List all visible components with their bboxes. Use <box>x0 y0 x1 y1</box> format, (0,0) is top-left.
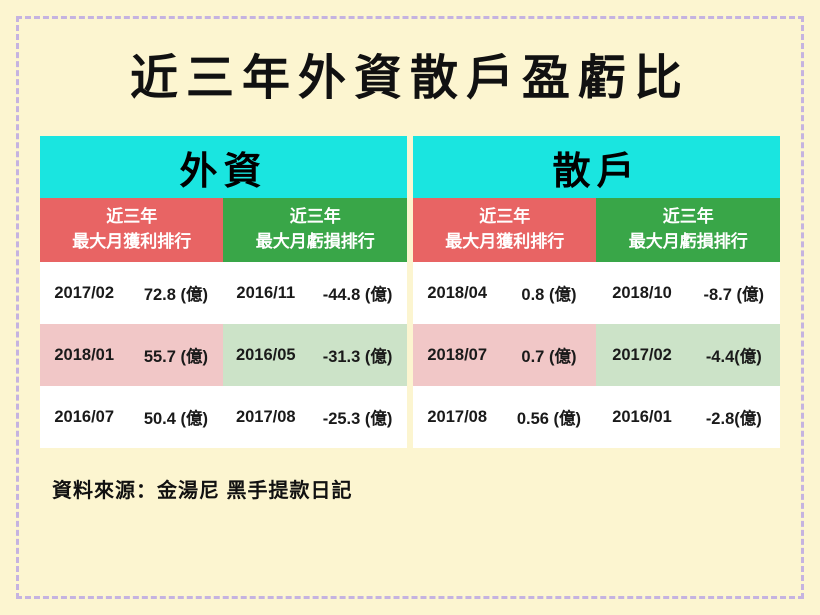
foreign-gain-header: 近三年最大月獲利排行 <box>40 198 223 262</box>
table-row: 2017/08 0.56 (億) 2016/01 -2.8(億) <box>413 386 780 448</box>
page-title: 近三年外資散戶盈虧比 <box>40 38 780 108</box>
gain-value-cell: 72.8 (億) <box>128 262 223 324</box>
loss-value-cell: -25.3 (億) <box>308 386 407 448</box>
gain-value-cell: 0.8 (億) <box>501 262 596 324</box>
loss-date-cell: 2018/10 <box>596 262 687 324</box>
gain-date-cell: 2017/02 <box>40 262 128 324</box>
gain-date-cell: 2018/04 <box>413 262 501 324</box>
table-row: 2016/07 50.4 (億) 2017/08 -25.3 (億) <box>40 386 407 448</box>
gain-value-cell: 0.7 (億) <box>501 324 596 386</box>
loss-value-cell: -44.8 (億) <box>308 262 407 324</box>
retail-gain-header: 近三年最大月獲利排行 <box>413 198 596 262</box>
loss-date-cell: 2016/05 <box>223 324 308 386</box>
loss-value-cell: -4.4(億) <box>688 324 780 386</box>
retail-group-header: 散戶 <box>413 136 780 198</box>
retail-loss-header: 近三年最大月虧損排行 <box>596 198 780 262</box>
loss-date-cell: 2016/11 <box>223 262 308 324</box>
tables-container: 外資 近三年最大月獲利排行 近三年最大月虧損排行 2017/02 72.8 (億… <box>40 136 780 448</box>
gain-value-cell: 55.7 (億) <box>128 324 223 386</box>
loss-date-cell: 2017/08 <box>223 386 308 448</box>
group-header-row: 散戶 <box>413 136 780 198</box>
table-row: 2018/04 0.8 (億) 2018/10 -8.7 (億) <box>413 262 780 324</box>
loss-value-cell: -31.3 (億) <box>308 324 407 386</box>
table-row: 2018/01 55.7 (億) 2016/05 -31.3 (億) <box>40 324 407 386</box>
gain-date-cell: 2017/08 <box>413 386 501 448</box>
loss-date-cell: 2016/01 <box>596 386 687 448</box>
foreign-investors-table: 外資 近三年最大月獲利排行 近三年最大月虧損排行 2017/02 72.8 (億… <box>40 136 407 448</box>
table-row: 2017/02 72.8 (億) 2016/11 -44.8 (億) <box>40 262 407 324</box>
sub-header-row: 近三年最大月獲利排行 近三年最大月虧損排行 <box>413 198 780 262</box>
loss-value-cell: -8.7 (億) <box>688 262 780 324</box>
retail-investors-table: 散戶 近三年最大月獲利排行 近三年最大月虧損排行 2018/04 0.8 (億)… <box>413 136 780 448</box>
group-header-row: 外資 <box>40 136 407 198</box>
gain-date-cell: 2016/07 <box>40 386 128 448</box>
loss-date-cell: 2017/02 <box>596 324 687 386</box>
gain-value-cell: 0.56 (億) <box>501 386 596 448</box>
foreign-group-header: 外資 <box>40 136 407 198</box>
foreign-loss-header: 近三年最大月虧損排行 <box>223 198 407 262</box>
gain-date-cell: 2018/07 <box>413 324 501 386</box>
data-source-label: 資料來源：金湯尼 黑手提款日記 <box>52 474 780 503</box>
sub-header-row: 近三年最大月獲利排行 近三年最大月虧損排行 <box>40 198 407 262</box>
gain-date-cell: 2018/01 <box>40 324 128 386</box>
table-row: 2018/07 0.7 (億) 2017/02 -4.4(億) <box>413 324 780 386</box>
content-wrapper: 近三年外資散戶盈虧比 外資 近三年最大月獲利排行 近三年最大月虧損排行 2017… <box>0 0 820 523</box>
gain-value-cell: 50.4 (億) <box>128 386 223 448</box>
loss-value-cell: -2.8(億) <box>688 386 780 448</box>
